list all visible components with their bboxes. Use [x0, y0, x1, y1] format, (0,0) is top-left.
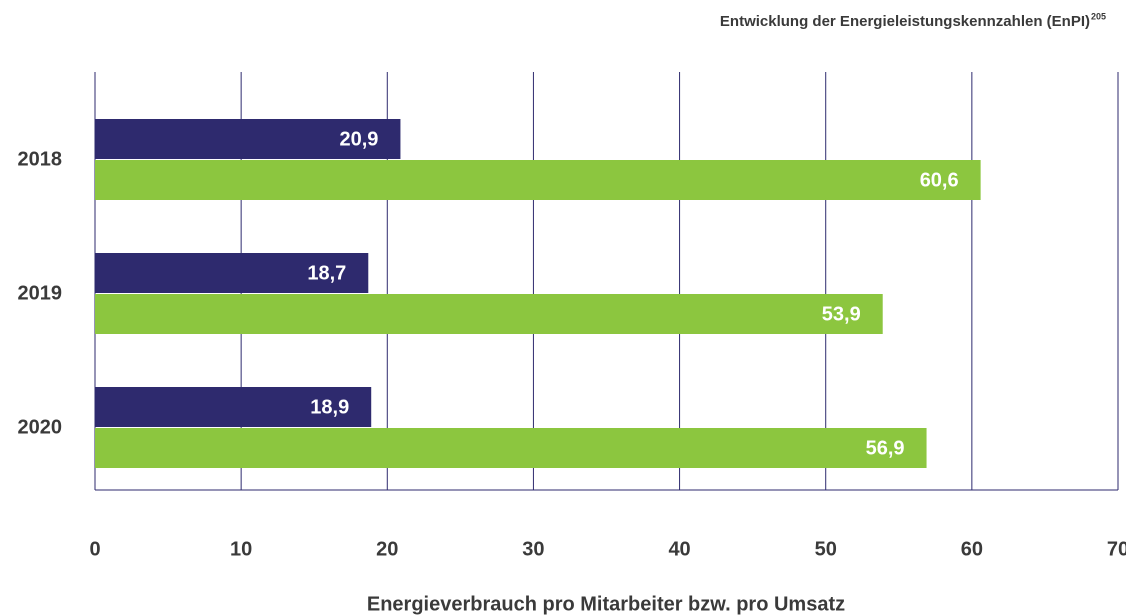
- data-label: 56,9: [866, 437, 905, 459]
- bar: [95, 160, 981, 200]
- bar: [95, 253, 369, 293]
- x-tick-label: 50: [815, 538, 837, 560]
- x-tick-label: 20: [376, 538, 398, 560]
- chart-title: Entwicklung der Energieleistungskennzahl…: [720, 13, 1090, 30]
- data-label: 53,9: [822, 303, 861, 325]
- x-tick-label: 70: [1107, 538, 1126, 560]
- data-label: 18,7: [307, 262, 346, 284]
- bar: [95, 119, 401, 159]
- data-label: 60,6: [920, 169, 959, 191]
- x-tick-label: 10: [230, 538, 252, 560]
- y-tick-label: 2018: [18, 148, 63, 170]
- bar: [95, 387, 372, 427]
- x-axis-label: Energieverbrauch pro Mitarbeiter bzw. pr…: [367, 593, 845, 615]
- y-tick-label: 2020: [18, 416, 63, 438]
- data-label: 20,9: [340, 128, 379, 150]
- title-superscript: 205: [1091, 11, 1106, 21]
- bar: [95, 428, 927, 468]
- x-tick-label: 0: [89, 538, 100, 560]
- x-tick-label: 30: [522, 538, 544, 560]
- x-tick-label: 40: [668, 538, 690, 560]
- x-tick-label: 60: [961, 538, 983, 560]
- bar: [95, 294, 883, 334]
- y-tick-label: 2019: [18, 282, 63, 304]
- data-label: 18,9: [310, 396, 349, 418]
